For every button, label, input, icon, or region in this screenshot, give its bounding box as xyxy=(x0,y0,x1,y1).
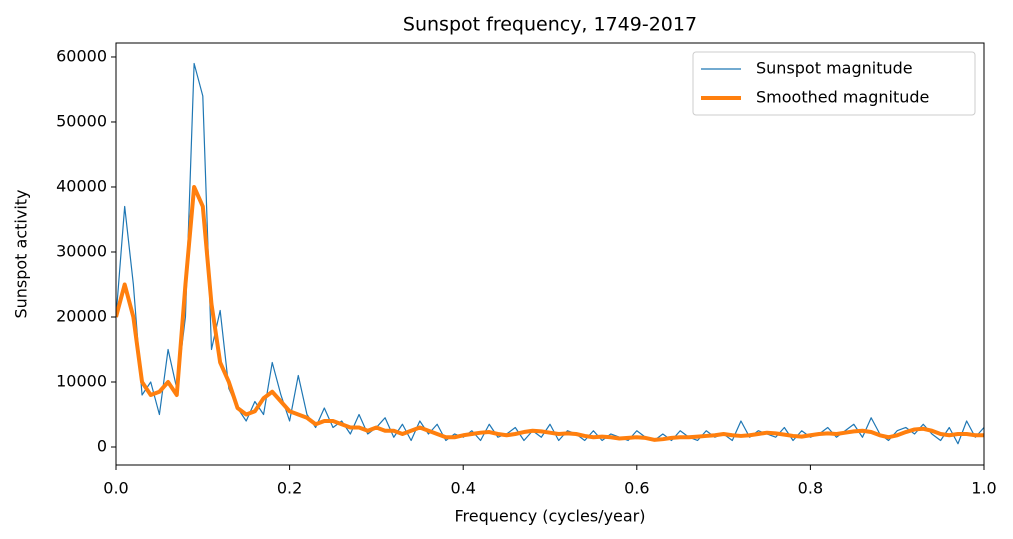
x-tick-label: 0.8 xyxy=(798,479,823,498)
y-tick-label: 40000 xyxy=(56,176,107,195)
y-tick-label: 20000 xyxy=(56,306,107,325)
legend-box xyxy=(692,51,976,116)
x-tick-label: 0.4 xyxy=(450,479,475,498)
x-tick-label: 1.0 xyxy=(971,479,996,498)
data-line xyxy=(116,62,984,445)
x-tick-label: 0.2 xyxy=(277,479,302,498)
x-tick-label: 0.0 xyxy=(103,479,128,498)
legend-label: Sunspot magnitude xyxy=(756,59,913,78)
y-tick-label: 60000 xyxy=(56,46,107,65)
y-axis-label: Sunspot activity xyxy=(12,189,31,318)
y-tick-label: 0 xyxy=(97,436,107,455)
x-axis-label: Frequency (cycles/year) xyxy=(455,507,646,526)
legend-label: Smoothed magnitude xyxy=(756,88,929,107)
chart-title: Sunspot frequency, 1749-2017 xyxy=(403,14,697,36)
y-tick-label: 50000 xyxy=(56,111,107,130)
y-tick-label: 30000 xyxy=(56,241,107,260)
plot-frame xyxy=(115,42,985,466)
x-tick-label: 0.6 xyxy=(624,479,649,498)
y-tick-label: 10000 xyxy=(56,371,107,390)
data-line xyxy=(116,184,984,442)
